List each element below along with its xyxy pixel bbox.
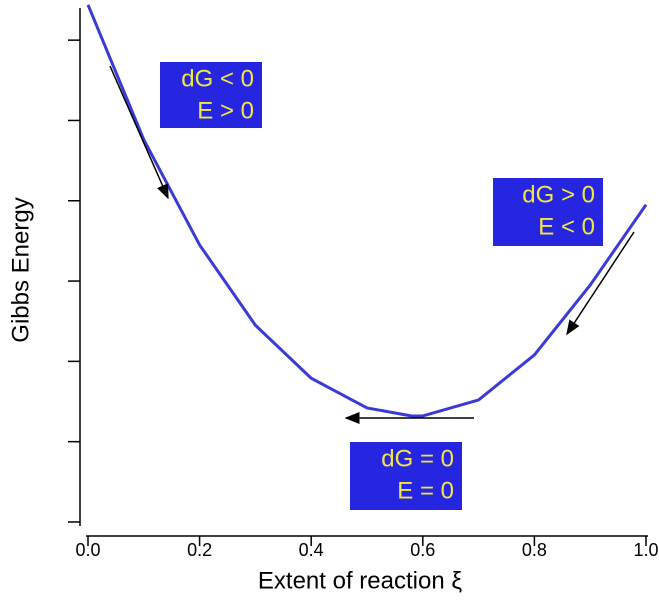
annotation-text: E = 0 — [397, 477, 454, 504]
x-tick-label: 0.2 — [187, 540, 212, 560]
x-axis-label: Extent of reaction ξ — [258, 567, 462, 594]
x-tick-label: 0.0 — [75, 540, 100, 560]
curve — [86, 4, 648, 418]
annotation-box — [160, 62, 262, 128]
x-tick-label: 0.8 — [522, 540, 547, 560]
x-tick-label: 0.4 — [299, 540, 324, 560]
annotation-box — [350, 442, 462, 510]
arrow — [566, 231, 635, 336]
x-tick-label: 1.0 — [633, 540, 658, 560]
annotation-text: dG < 0 — [181, 65, 254, 92]
annotation-text: dG > 0 — [522, 181, 595, 208]
y-axis-label: Gibbs Energy — [7, 197, 34, 342]
annotation-box — [493, 178, 603, 246]
annotation-text: E < 0 — [538, 213, 595, 240]
annotation-text: E > 0 — [197, 97, 254, 124]
arrow — [109, 65, 169, 200]
x-tick-label: 0.6 — [410, 540, 435, 560]
annotation-text: dG = 0 — [381, 445, 454, 472]
